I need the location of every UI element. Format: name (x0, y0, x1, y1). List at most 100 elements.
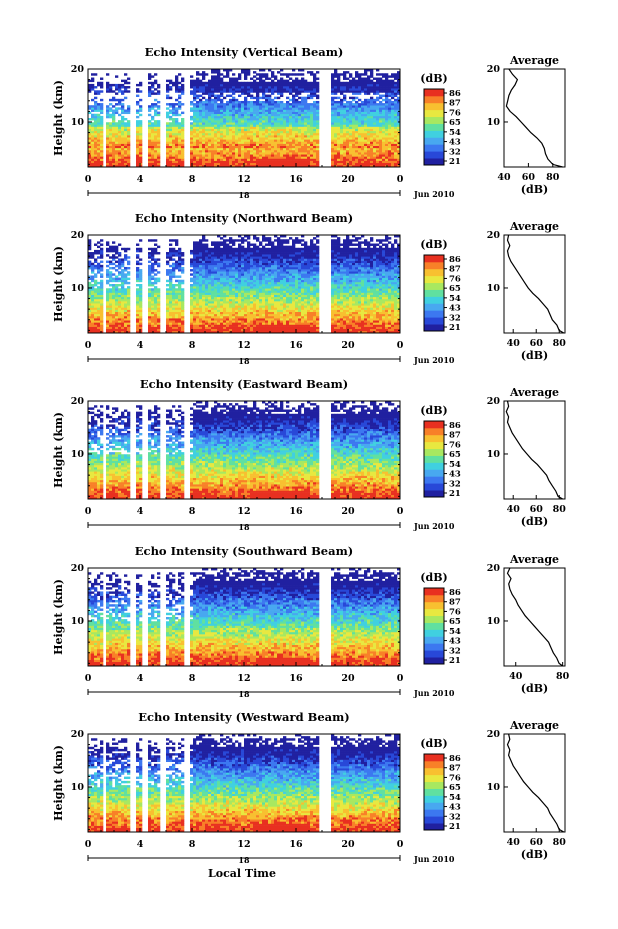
heatmap-cell (169, 249, 173, 253)
heatmap-cell (352, 122, 356, 125)
heatmap-cell (376, 103, 380, 106)
heatmap-cell (109, 298, 113, 302)
heatmap-cell (121, 292, 125, 295)
heatmap-cell (154, 162, 158, 166)
heatmap-cell (166, 135, 170, 138)
heatmap-cell (343, 107, 347, 110)
heatmap-cell (172, 290, 176, 293)
heatmap-cell (331, 109, 335, 112)
heatmap-cell (106, 73, 110, 76)
heatmap-cell (340, 164, 344, 168)
heatmap-cell (91, 324, 95, 327)
heatmap-cell (112, 126, 116, 129)
heatmap-cell (370, 160, 374, 164)
heatmap-cell (166, 124, 170, 127)
heatmap-cell (238, 145, 242, 149)
heatmap-cell (205, 139, 209, 142)
heatmap-cell (223, 69, 227, 72)
heatmap-cell (331, 81, 335, 85)
heatmap-cell (115, 154, 119, 157)
heatmap-cell (136, 269, 140, 272)
heatmap-cell (337, 111, 341, 115)
heatmap-cell (175, 264, 179, 268)
heatmap-cell (298, 145, 302, 149)
heatmap-cell (235, 128, 239, 132)
heatmap-cell (148, 330, 152, 334)
heatmap-cell (370, 118, 374, 121)
heatmap-cell (241, 124, 245, 127)
heatmap-cell (178, 105, 182, 108)
heatmap-cell (211, 115, 215, 119)
heatmap-cell (337, 81, 341, 85)
heatmap-cell (385, 75, 389, 78)
heatmap-cell (94, 281, 98, 285)
heatmap-cell (253, 107, 257, 110)
heatmap-cell (151, 162, 155, 166)
heatmap-cell (220, 135, 224, 138)
heatmap-cell (220, 111, 224, 115)
heatmap-cell (256, 107, 260, 110)
heatmap-cell (202, 109, 206, 112)
heatmap-cell (169, 143, 173, 146)
heatmap-cell (169, 109, 173, 112)
heatmap-cell (274, 88, 278, 91)
heatmap-cell (139, 126, 143, 129)
heatmap-cell (370, 137, 374, 140)
heatmap-cell (364, 152, 368, 155)
heatmap-cell (244, 128, 248, 132)
heatmap-cell (139, 137, 143, 140)
heatmap-cell (97, 132, 101, 136)
heatmap-cell (199, 311, 203, 315)
heatmap-cell (289, 105, 293, 108)
heatmap-cell (115, 322, 119, 325)
heatmap-cell (136, 126, 140, 129)
heatmap-cell (268, 81, 272, 85)
heatmap-cell (334, 107, 338, 110)
heatmap-cell (223, 149, 227, 153)
heatmap-cell (226, 124, 230, 127)
heatmap-cell (286, 162, 290, 166)
heatmap-cell (181, 83, 185, 87)
heatmap-cell (91, 147, 95, 151)
heatmap-cell (274, 135, 278, 138)
colorbar-unit: (dB) (420, 72, 447, 85)
heatmap-cell (214, 294, 218, 298)
heatmap-cell (214, 162, 218, 166)
heatmap-cell (166, 94, 170, 97)
heatmap-cell (340, 158, 344, 161)
heatmap-cell (394, 126, 398, 129)
heatmap-cell (91, 288, 95, 291)
heatmap-cell (181, 294, 185, 298)
heatmap-cell (199, 141, 203, 144)
heatmap-cell (313, 90, 317, 93)
heatmap-cell (106, 143, 110, 146)
heatmap-cell (100, 298, 104, 302)
heatmap-cell (100, 103, 104, 106)
heatmap-cell (391, 141, 395, 144)
heatmap-cell (238, 73, 242, 76)
heatmap-cell (241, 92, 245, 95)
heatmap-cell (232, 162, 236, 166)
heatmap-cell (391, 92, 395, 95)
heatmap-cell (154, 269, 158, 272)
heatmap-cell (277, 88, 281, 91)
heatmap-cell (106, 126, 110, 129)
heatmap-cell (220, 288, 224, 291)
heatmap-cell (118, 113, 122, 117)
heatmap-cell (391, 75, 395, 78)
heatmap-cell (364, 132, 368, 136)
heatmap-cell (157, 156, 161, 159)
heatmap-cell (274, 128, 278, 132)
heatmap-cell (214, 160, 218, 164)
heatmap-cell (355, 143, 359, 146)
heatmap-cell (94, 303, 98, 306)
heatmap-cell (220, 147, 224, 151)
heatmap-cell (388, 118, 392, 121)
heatmap-cell (289, 126, 293, 129)
heatmap-cell (361, 88, 365, 91)
heatmap-cell (292, 149, 296, 153)
heatmap-cell (193, 275, 197, 278)
heatmap-cell (214, 147, 218, 151)
heatmap-cell (382, 94, 386, 97)
heatmap-cell (127, 305, 131, 308)
